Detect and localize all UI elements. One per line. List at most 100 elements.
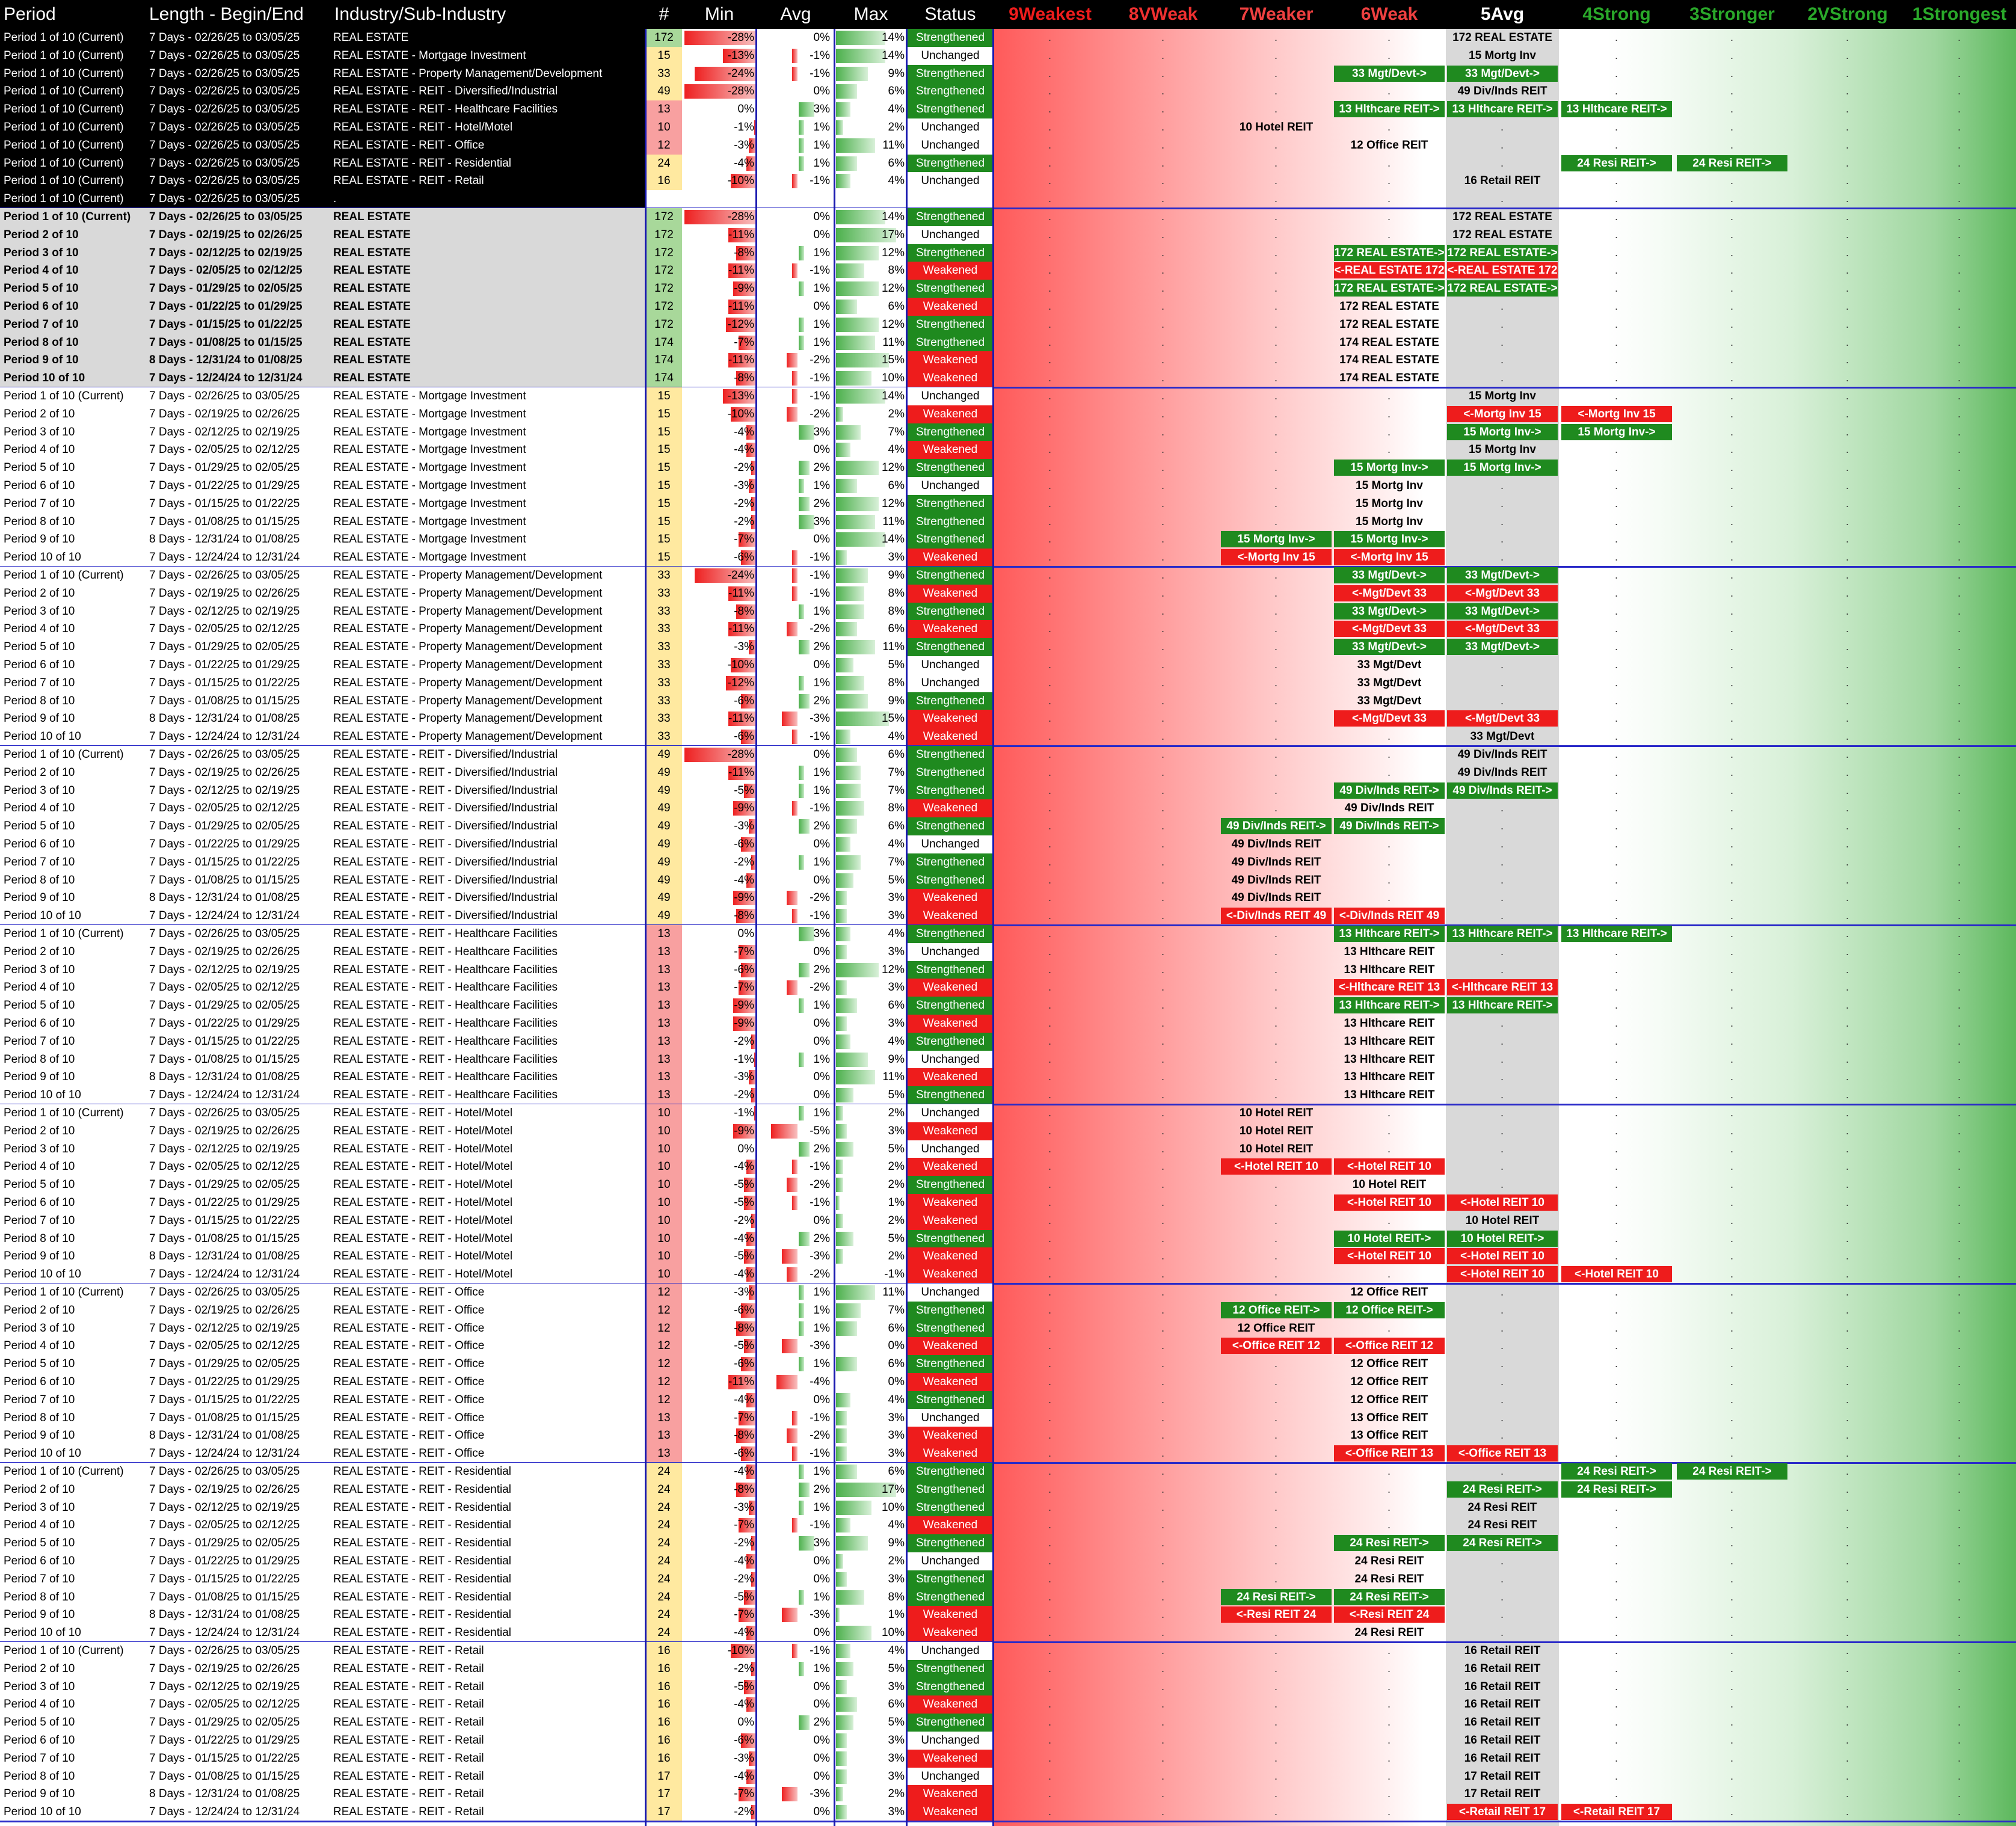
- table-row[interactable]: Period 5 of 10 7 Days - 01/29/25 to 02/05…: [0, 280, 2016, 298]
- band-label[interactable]: <-Hotel REIT 10: [1334, 1194, 1445, 1211]
- band-label[interactable]: 172 REAL ESTATE: [1339, 300, 1439, 313]
- table-row[interactable]: Period 6 of 10 7 Days - 01/22/25 to 01/29…: [0, 1015, 2016, 1033]
- band-label[interactable]: 33 Mgt/Devt->: [1447, 567, 1558, 583]
- band-label[interactable]: 33 Mgt/Devt->: [1334, 567, 1445, 583]
- table-row[interactable]: Period 7 of 10 7 Days - 01/15/25 to 01/22…: [0, 674, 2016, 692]
- table-row[interactable]: Period 7 of 10 7 Days - 01/15/25 to 01/22…: [0, 1211, 2016, 1230]
- band-label[interactable]: <-Hotel REIT 10: [1447, 1194, 1558, 1211]
- band-label[interactable]: 172 REAL ESTATE: [1339, 318, 1439, 331]
- table-row[interactable]: Period 5 of 10 7 Days - 01/29/25 to 02/05…: [0, 1534, 2016, 1552]
- table-row[interactable]: Period 10 of 10 7 Days - 12/24/24 to 12/3…: [0, 369, 2016, 387]
- band-label[interactable]: 24 Resi REIT: [1354, 1572, 1424, 1585]
- table-row[interactable]: Period 8 of 10 7 Days - 01/08/25 to 01/15…: [0, 1050, 2016, 1069]
- band-label[interactable]: 172 REAL ESTATE->: [1334, 244, 1445, 261]
- band-label[interactable]: 24 Resi REIT: [1467, 1501, 1537, 1514]
- band-label[interactable]: <-Hotel REIT 10: [1221, 1158, 1332, 1175]
- band-label[interactable]: 33 Mgt/Devt->: [1447, 639, 1558, 656]
- band-label[interactable]: 13 Hlthcare REIT->: [1561, 101, 1672, 118]
- band-label[interactable]: <-Hotel REIT 10: [1561, 1266, 1672, 1283]
- band-label[interactable]: <-Retail REIT 17: [1561, 1804, 1672, 1821]
- table-row[interactable]: Period 3 of 10 7 Days - 02/12/25 to 02/19…: [0, 244, 2016, 262]
- band-label[interactable]: 15 Mortg Inv->: [1221, 531, 1332, 548]
- table-row[interactable]: Period 8 of 10 7 Days - 01/08/25 to 01/15…: [0, 1229, 2016, 1248]
- table-row[interactable]: Period 2 of 10 7 Days - 02/19/25 to 02/26…: [0, 405, 2016, 423]
- band-label[interactable]: 10 Hotel REIT: [1465, 1214, 1540, 1227]
- band-label[interactable]: 172 REAL ESTATE: [1452, 228, 1552, 241]
- band-label[interactable]: 12 Office REIT->: [1221, 1302, 1332, 1318]
- band-label[interactable]: 13 Office REIT: [1350, 1429, 1428, 1442]
- band-label[interactable]: 15 Mortg Inv->: [1561, 423, 1672, 440]
- table-row[interactable]: Period 2 of 10 7 Days - 02/19/25 to 02/26…: [0, 1659, 2016, 1678]
- table-row[interactable]: Period 8 of 10 7 Days - 01/08/25 to 01/15…: [0, 1409, 2016, 1427]
- band-label[interactable]: 49 Div/Inds REIT: [1231, 838, 1321, 850]
- header-band-1[interactable]: 9Weakest: [1009, 4, 1092, 24]
- table-row[interactable]: Period 9 of 10 8 Days - 12/31/24 to 01/08…: [0, 710, 2016, 728]
- table-row[interactable]: Period 1 of 10 (Current) 7 Days - 02/26/2…: [0, 29, 2016, 47]
- band-label[interactable]: 16 Retail REIT: [1464, 1662, 1541, 1675]
- table-row[interactable]: Period 1 of 10 (Current) 7 Days - 02/26/2…: [0, 925, 2016, 943]
- band-label[interactable]: 33 Mgt/Devt->: [1334, 65, 1445, 82]
- band-label[interactable]: 33 Mgt/Devt: [1470, 730, 1535, 743]
- band-label[interactable]: <-Mgt/Devt 33: [1447, 585, 1558, 601]
- band-label[interactable]: 49 Div/Inds REIT: [1231, 855, 1321, 868]
- table-row[interactable]: Period 3 of 10 7 Days - 02/12/25 to 02/19…: [0, 781, 2016, 800]
- band-label[interactable]: 13 Hlthcare REIT->: [1447, 101, 1558, 118]
- table-row[interactable]: Period 1 of 10 (Current) 7 Days - 02/26/2…: [0, 154, 2016, 173]
- table-row[interactable]: Period 9 of 10 8 Days - 12/31/24 to 01/08…: [0, 1427, 2016, 1445]
- band-label[interactable]: 15 Mortg Inv->: [1447, 460, 1558, 476]
- band-label[interactable]: 24 Resi REIT->: [1447, 1481, 1558, 1498]
- band-label[interactable]: 15 Mortg Inv: [1356, 479, 1423, 492]
- band-label[interactable]: <-Mortg Inv 15: [1221, 549, 1332, 566]
- band-label[interactable]: <-Hotel REIT 10: [1334, 1248, 1445, 1265]
- band-label[interactable]: <-Mgt/Devt 33: [1447, 621, 1558, 638]
- band-label[interactable]: 24 Resi REIT->: [1561, 1481, 1672, 1498]
- band-label[interactable]: 33 Mgt/Devt: [1357, 676, 1422, 689]
- table-row[interactable]: Period 3 of 10 7 Days - 02/12/25 to 02/19…: [0, 961, 2016, 979]
- band-label[interactable]: 13 Hlthcare REIT: [1344, 945, 1435, 958]
- table-row[interactable]: Period 1 of 10 (Current) 7 Days - 02/26/2…: [0, 82, 2016, 101]
- header-band-8[interactable]: 2VStrong: [1807, 4, 1888, 24]
- table-row[interactable]: Period 1 of 10 (Current) 7 Days - 02/26/2…: [0, 208, 2016, 226]
- band-label[interactable]: <-Hlthcare REIT 13: [1334, 979, 1445, 996]
- band-label[interactable]: <-Div/Inds REIT 49: [1221, 908, 1332, 924]
- band-label[interactable]: 172 REAL ESTATE: [1452, 31, 1552, 44]
- band-label[interactable]: 13 Hlthcare REIT->: [1334, 101, 1445, 118]
- table-row[interactable]: Period 10 of 10 7 Days - 12/24/24 to 12/3…: [0, 728, 2016, 746]
- band-label[interactable]: 12 Office REIT->: [1334, 1302, 1445, 1318]
- table-row[interactable]: Period 7 of 10 7 Days - 01/15/25 to 01/22…: [0, 1570, 2016, 1588]
- band-label[interactable]: 24 Resi REIT: [1354, 1626, 1424, 1640]
- table-row[interactable]: Period 10 of 10 7 Days - 12/24/24 to 12/3…: [0, 907, 2016, 925]
- table-row[interactable]: Period 9 of 10 8 Days - 12/31/24 to 01/08…: [0, 1247, 2016, 1266]
- band-label[interactable]: 172 REAL ESTATE: [1452, 211, 1552, 223]
- band-label[interactable]: <-Office REIT 13: [1334, 1445, 1445, 1462]
- table-row[interactable]: Period 2 of 10 7 Days - 02/19/25 to 02/26…: [0, 584, 2016, 603]
- table-row[interactable]: Period 9 of 10 8 Days - 12/31/24 to 01/08…: [0, 351, 2016, 370]
- table-row[interactable]: Period 7 of 10 7 Days - 01/15/25 to 01/22…: [0, 1032, 2016, 1051]
- table-row[interactable]: Period 5 of 10 7 Days - 01/29/25 to 02/05…: [0, 1714, 2016, 1732]
- table-row[interactable]: Period 1 of 10 (Current) 7 Days - 02/26/2…: [0, 1642, 2016, 1660]
- band-label[interactable]: 33 Mgt/Devt->: [1447, 603, 1558, 619]
- band-label[interactable]: 16 Retail REIT: [1464, 1751, 1541, 1765]
- band-label[interactable]: 174 REAL ESTATE: [1339, 336, 1439, 349]
- band-label[interactable]: 13 Hlthcare REIT: [1344, 1053, 1435, 1066]
- band-label[interactable]: 24 Resi REIT->: [1561, 155, 1672, 171]
- header-band-6[interactable]: 4Strong: [1582, 4, 1651, 24]
- band-label[interactable]: 15 Mortg Inv: [1356, 515, 1423, 528]
- table-row[interactable]: Period 1 of 10 (Current) 7 Days - 02/26/2…: [0, 1104, 2016, 1122]
- band-label[interactable]: 13 Hlthcare REIT: [1344, 963, 1435, 976]
- band-label[interactable]: 172 REAL ESTATE->: [1447, 280, 1558, 297]
- table-row[interactable]: Period 6 of 10 7 Days - 01/22/25 to 01/29…: [0, 656, 2016, 674]
- band-label[interactable]: <-Hotel REIT 10: [1334, 1158, 1445, 1175]
- table-row[interactable]: Period 2 of 10 7 Days - 02/19/25 to 02/26…: [0, 763, 2016, 782]
- band-label[interactable]: <-REAL ESTATE 172: [1334, 262, 1445, 279]
- band-label[interactable]: 15 Mortg Inv->: [1334, 531, 1445, 548]
- band-label[interactable]: 15 Mortg Inv->: [1334, 460, 1445, 476]
- table-row[interactable]: Period 10 of 10 7 Days - 12/24/24 to 12/3…: [0, 1265, 2016, 1283]
- table-row[interactable]: Period 9 of 10 8 Days - 12/31/24 to 01/08…: [0, 1785, 2016, 1804]
- table-row[interactable]: Period 1 of 10 (Current) 7 Days - 02/26/2…: [0, 746, 2016, 764]
- table-row[interactable]: Period 4 of 10 7 Days - 02/05/25 to 02/12…: [0, 1158, 2016, 1176]
- band-label[interactable]: 17 Retail REIT: [1464, 1788, 1541, 1801]
- band-label[interactable]: <-Retail REIT 17: [1447, 1804, 1558, 1821]
- band-label[interactable]: 24 Resi REIT->: [1334, 1535, 1445, 1552]
- band-label[interactable]: <-Mortg Inv 15: [1561, 405, 1672, 422]
